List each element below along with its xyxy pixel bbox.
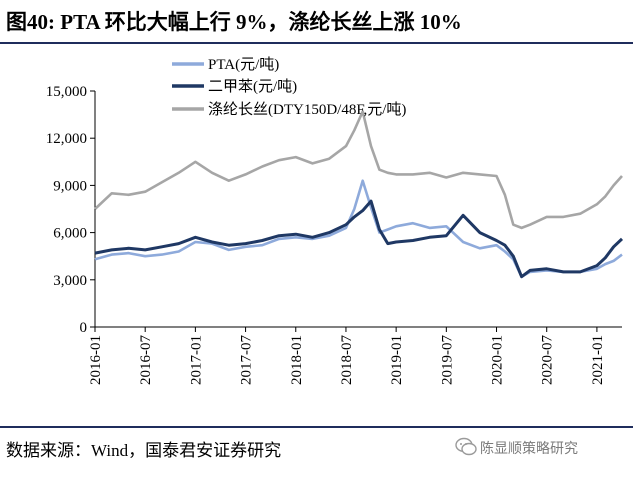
x-tick-label: 2019-07 xyxy=(439,335,455,385)
y-tick-label: 0 xyxy=(80,320,88,336)
line-chart: 0 3,000 6,000 9,000 12,000 15,000 2016-01 2016-… xyxy=(46,56,624,385)
wechat-icon xyxy=(455,437,477,456)
x-tick-label: 2020-01 xyxy=(490,335,506,385)
x-tick-label: 2016-07 xyxy=(138,335,154,385)
series-layer xyxy=(94,110,624,279)
series-line-2 xyxy=(94,110,623,230)
chart-legend: PTA(元/吨) 二甲苯(元/吨) 涤纶长丝(DTY150D/48F,元/吨) xyxy=(172,56,406,118)
y-tick-label: 3,000 xyxy=(53,273,87,289)
legend-label: 涤纶长丝(DTY150D/48F,元/吨) xyxy=(208,101,406,118)
chart-axes: 0 3,000 6,000 9,000 12,000 15,000 2016-01 2016-… xyxy=(46,84,622,385)
legend-label: 二甲苯(元/吨) xyxy=(208,78,297,95)
x-tick-label: 2017-07 xyxy=(239,335,255,385)
figure-title: 图40: PTA 环比大幅上行 9%，涤纶长丝上涨 10% xyxy=(6,10,462,34)
x-tick-label: 2016-01 xyxy=(88,335,104,385)
top-rule xyxy=(0,42,633,44)
bottom-rule xyxy=(0,426,633,428)
x-tick-label: 2017-01 xyxy=(188,335,204,385)
x-tick-label: 2019-01 xyxy=(389,335,405,385)
series-line-0 xyxy=(94,179,623,278)
y-tick-label: 15,000 xyxy=(46,84,87,100)
legend-label: PTA(元/吨) xyxy=(208,56,279,73)
series-line-1 xyxy=(94,199,624,279)
y-tick-label: 9,000 xyxy=(53,178,87,194)
x-tick-label: 2021-01 xyxy=(590,335,606,385)
y-tick-label: 6,000 xyxy=(53,226,87,242)
x-tick-label: 2018-07 xyxy=(339,335,355,385)
brand-watermark: 陈显顺策略研究 xyxy=(480,441,578,457)
x-tick-label: 2020-07 xyxy=(540,335,556,385)
source-note: 数据来源：Wind，国泰君安证券研究 xyxy=(6,441,282,460)
x-tick-label: 2018-01 xyxy=(289,335,305,385)
y-tick-label: 12,000 xyxy=(46,131,87,147)
